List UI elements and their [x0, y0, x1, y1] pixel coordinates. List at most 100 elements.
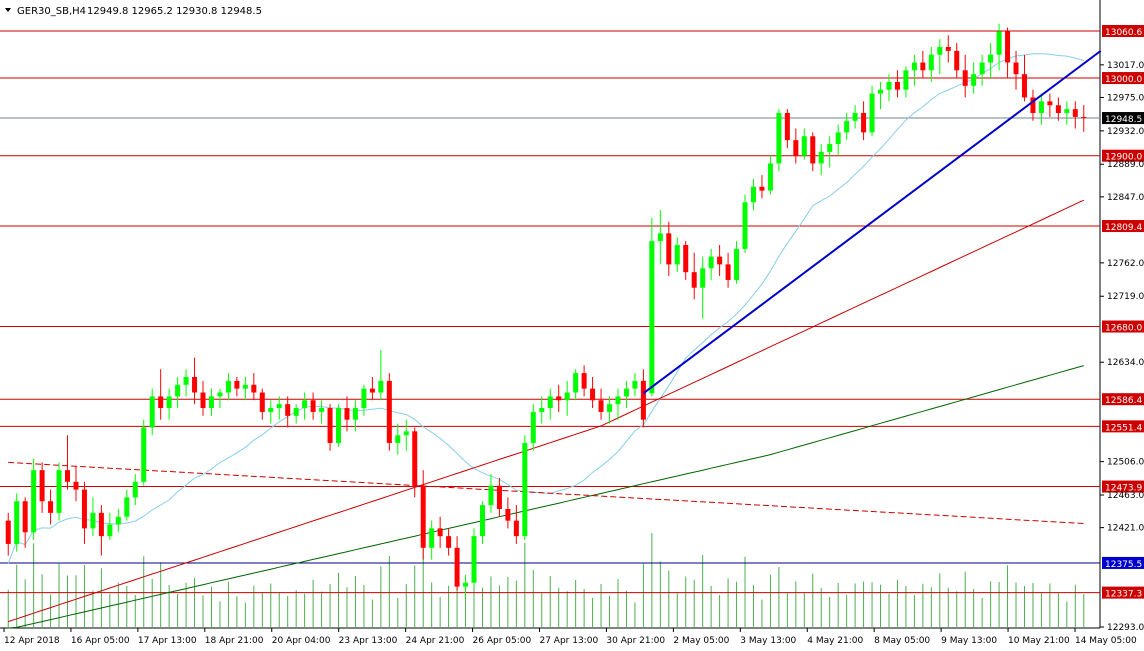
time-tick-label: 2 May 05:00: [673, 636, 729, 646]
candle-down: [717, 256, 723, 265]
candle-down: [496, 485, 502, 509]
candle-down: [691, 272, 697, 288]
level-label: 12809.4: [1105, 223, 1142, 233]
chart-header: GER30_SB,H4 12949.8 12965.2 12930.8 1294…: [5, 6, 262, 17]
level-label: 12551.4: [1105, 423, 1142, 433]
candle-down: [48, 501, 54, 513]
trend-line: [642, 50, 1102, 395]
candle-up: [471, 536, 477, 583]
time-tick-label: 26 Apr 05:00: [473, 636, 532, 646]
time-tick-label: 10 May 21:00: [1008, 636, 1070, 646]
candle-up: [336, 408, 342, 443]
candle-down: [640, 380, 646, 420]
candle-up: [928, 54, 934, 71]
ma-mid-line: [8, 199, 1085, 623]
symbol-label: GER30_SB,H4: [17, 6, 86, 17]
time-tick-label: 27 Apr 13:00: [539, 636, 598, 646]
candle-up: [878, 89, 884, 94]
candle-up: [988, 54, 994, 63]
level-label-bg: [1102, 420, 1144, 433]
candle-down: [759, 186, 765, 191]
candle-down: [39, 470, 45, 502]
candle-up: [132, 481, 138, 498]
candle-down: [1055, 105, 1061, 113]
candle-up: [361, 388, 367, 409]
candle-up: [869, 93, 875, 133]
candle-up: [564, 392, 570, 401]
candle-up: [488, 485, 494, 506]
candle-down: [327, 408, 333, 443]
candle-down: [1047, 101, 1053, 106]
time-tick-label: 4 May 21:00: [807, 636, 863, 646]
candle-up: [124, 497, 130, 517]
candle-down: [454, 547, 460, 587]
level-label-bg: [1102, 112, 1144, 125]
candle-up: [911, 62, 917, 71]
candle-up: [734, 248, 740, 280]
candle-up: [971, 74, 977, 86]
candle-up: [607, 404, 613, 412]
level-label: 13000.0: [1105, 75, 1142, 85]
candle-down: [920, 62, 926, 71]
candle-up: [1064, 109, 1070, 113]
price-axis: 13017.0 12975.0 12932.0 12889.0 12847.0 12762…: [1100, 61, 1144, 633]
candle-up: [429, 528, 435, 548]
level-label: 12375.5: [1105, 560, 1142, 570]
volume-bars: [7, 533, 1085, 628]
candle-down: [22, 501, 28, 533]
candle-up: [937, 46, 943, 55]
candle-down: [1021, 74, 1027, 98]
candle-up: [268, 408, 274, 412]
level-label-bg: [1102, 149, 1144, 162]
candle-up: [886, 81, 892, 90]
level-label-bg: [1102, 25, 1144, 37]
candle-up: [14, 501, 20, 544]
candle-down: [556, 396, 562, 401]
time-tick-label: 17 Apr 13:00: [138, 636, 197, 646]
candle-down: [234, 380, 240, 389]
candle-down: [793, 140, 799, 156]
candle-up: [56, 470, 62, 513]
candle-down: [437, 528, 443, 537]
candle-up: [767, 163, 773, 191]
candle-up: [395, 435, 401, 443]
candle-up: [107, 524, 113, 537]
price-tick-label: 12506.0: [1107, 458, 1144, 468]
candle-up: [801, 136, 807, 156]
candle-down: [98, 512, 104, 537]
candle-up: [378, 380, 384, 393]
candle-up: [844, 120, 850, 133]
level-label-bg: [1102, 556, 1144, 569]
candle-up: [31, 470, 37, 533]
level-label: 13060.6: [1105, 28, 1142, 38]
time-tick-label: 16 Apr 05:00: [71, 636, 130, 646]
candle-down: [386, 380, 392, 443]
price-tick-label: 12932.0: [1107, 127, 1144, 137]
candle-down: [344, 408, 350, 420]
time-tick-label: 14 May 05:00: [1075, 636, 1137, 646]
candle-down: [581, 373, 587, 389]
candle-down: [158, 396, 164, 409]
time-tick-label: 3 May 13:00: [740, 636, 796, 646]
candle-down: [505, 508, 511, 521]
candle-up: [1038, 101, 1044, 113]
candle-up: [742, 202, 748, 249]
header-dropdown-icon[interactable]: [5, 8, 11, 12]
candle-down: [1030, 97, 1036, 113]
candle-up: [835, 132, 841, 145]
candle-up: [217, 392, 223, 397]
price-tick-label: 12463.0: [1107, 491, 1144, 501]
candle-down: [1081, 117, 1087, 119]
plot-area: [0, 0, 1100, 628]
level-label-bg: [1102, 393, 1144, 406]
candle-up: [166, 396, 172, 409]
candle-down: [1005, 31, 1011, 63]
candle-down: [962, 70, 968, 86]
candle-up: [996, 31, 1002, 55]
ma-fast-line: [7, 53, 1084, 564]
time-tick-label: 23 Apr 13:00: [339, 636, 398, 646]
candlesticks: [5, 23, 1087, 599]
candle-up: [615, 396, 621, 405]
price-tick-label: 12421.0: [1107, 524, 1144, 534]
